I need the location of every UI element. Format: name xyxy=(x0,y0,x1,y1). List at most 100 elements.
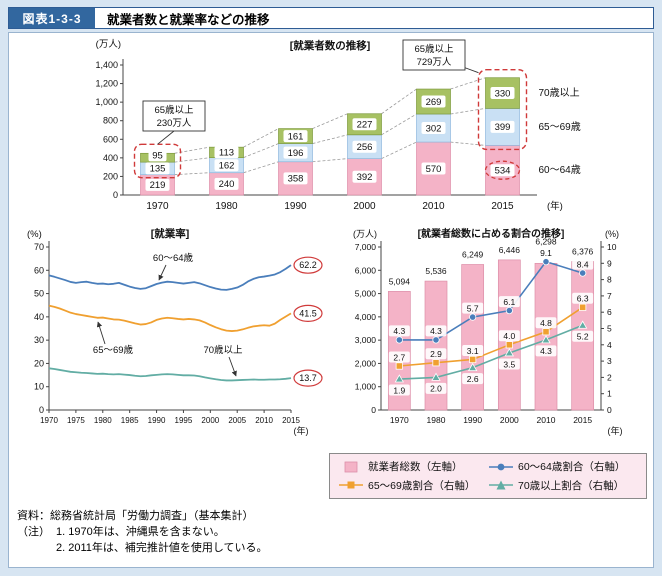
svg-text:2: 2 xyxy=(607,372,612,382)
legend-label: 60～64歳割合（右軸） xyxy=(518,461,626,474)
svg-text:3.5: 3.5 xyxy=(503,359,515,369)
svg-text:70: 70 xyxy=(34,242,44,252)
svg-text:(%): (%) xyxy=(27,229,42,240)
svg-text:196: 196 xyxy=(288,148,304,159)
circle-marker-icon xyxy=(488,461,514,473)
figure-header: 図表1-3-3 就業者数と就業率などの推移 xyxy=(8,7,654,29)
svg-text:534: 534 xyxy=(495,166,511,177)
legend-label: 就業者総数（左軸） xyxy=(368,461,463,474)
svg-text:5.7: 5.7 xyxy=(467,303,479,313)
svg-text:219: 219 xyxy=(150,180,166,191)
svg-text:4.3: 4.3 xyxy=(430,326,442,336)
svg-text:1970: 1970 xyxy=(146,201,169,212)
svg-text:6,000: 6,000 xyxy=(355,265,377,275)
svg-text:[就業率]: [就業率] xyxy=(151,227,190,240)
figure-panel: [就業者数の推移] (万人) 0 200 400 600 800 1,000 1,200 1,40… xyxy=(8,32,654,568)
svg-text:9: 9 xyxy=(607,258,612,268)
svg-text:[就業者総数に占める割合の推移]: [就業者総数に占める割合の推移] xyxy=(418,227,565,240)
svg-text:600: 600 xyxy=(103,134,118,144)
svg-text:5,000: 5,000 xyxy=(355,289,377,299)
svg-text:30: 30 xyxy=(34,335,44,345)
svg-text:1: 1 xyxy=(607,389,612,399)
svg-text:2015: 2015 xyxy=(491,201,514,212)
note-label: （注） xyxy=(17,525,50,538)
svg-text:65～69歳: 65～69歳 xyxy=(93,344,134,356)
svg-text:1975: 1975 xyxy=(67,416,85,425)
svg-text:60: 60 xyxy=(34,265,44,275)
svg-text:230万人: 230万人 xyxy=(157,118,192,129)
svg-text:1985: 1985 xyxy=(121,416,139,425)
legend-label: 70歳以上割合（右軸） xyxy=(518,479,625,492)
legend-item-60-64: 60～64歳割合（右軸） xyxy=(488,459,638,474)
svg-text:2010: 2010 xyxy=(422,201,445,212)
svg-text:2,000: 2,000 xyxy=(355,358,377,368)
svg-text:60～64歳: 60～64歳 xyxy=(539,164,581,176)
svg-text:41.5: 41.5 xyxy=(299,308,317,318)
svg-text:1990: 1990 xyxy=(148,416,166,425)
share-of-total-chart-svg: [就業者総数に占める割合の推移] (万人) (%) 0 1,000 2,000 3,000 4… xyxy=(353,227,623,436)
svg-text:4.3: 4.3 xyxy=(540,346,552,356)
svg-text:2015: 2015 xyxy=(282,416,300,425)
svg-text:8.4: 8.4 xyxy=(577,259,589,269)
svg-text:6,298: 6,298 xyxy=(535,237,557,247)
svg-text:358: 358 xyxy=(288,174,304,185)
employed-count-chart: [就業者数の推移] (万人) 0 200 400 600 800 1,000 1,200 1,40… xyxy=(87,35,652,226)
svg-text:5,536: 5,536 xyxy=(425,266,447,276)
svg-text:2.9: 2.9 xyxy=(430,349,442,359)
svg-text:70歳以上: 70歳以上 xyxy=(539,87,580,99)
figure-notes: 資料：総務省統計局「労働力調査」（基本集計） （注） 1. 1970年は、沖縄県… xyxy=(17,509,268,557)
svg-text:6,446: 6,446 xyxy=(499,245,521,255)
svg-text:3: 3 xyxy=(607,356,612,366)
svg-text:5.2: 5.2 xyxy=(577,332,589,342)
svg-text:113: 113 xyxy=(219,147,234,158)
svg-text:0: 0 xyxy=(607,405,612,415)
legend-item-70plus: 70歳以上割合（右軸） xyxy=(488,478,638,493)
svg-text:0: 0 xyxy=(371,405,376,415)
svg-text:392: 392 xyxy=(357,172,373,183)
svg-text:1980: 1980 xyxy=(427,415,446,425)
svg-text:8: 8 xyxy=(607,275,612,285)
svg-text:62.2: 62.2 xyxy=(299,260,317,270)
svg-text:1,200: 1,200 xyxy=(95,79,118,89)
svg-text:2.7: 2.7 xyxy=(393,352,405,362)
svg-text:1995: 1995 xyxy=(175,416,193,425)
svg-text:2015: 2015 xyxy=(573,415,592,425)
svg-text:6,249: 6,249 xyxy=(462,249,484,259)
svg-text:4,000: 4,000 xyxy=(355,312,377,322)
notes-block: （注） 1. 1970年は、沖縄県を含まない。 2. 2011年は、補完推計値を… xyxy=(17,525,268,557)
svg-text:(年): (年) xyxy=(547,200,563,212)
svg-text:20: 20 xyxy=(34,358,44,368)
svg-text:4.3: 4.3 xyxy=(393,326,405,336)
svg-text:10: 10 xyxy=(607,242,617,252)
legend-item-65-69: 65～69歳割合（右軸） xyxy=(338,478,488,493)
svg-text:5: 5 xyxy=(607,324,612,334)
svg-text:800: 800 xyxy=(103,116,118,126)
svg-text:7,000: 7,000 xyxy=(355,242,377,252)
bar-swatch-icon xyxy=(338,461,364,473)
svg-text:2.6: 2.6 xyxy=(467,374,479,384)
svg-text:0: 0 xyxy=(39,405,44,415)
svg-text:161: 161 xyxy=(288,131,304,142)
svg-text:330: 330 xyxy=(495,88,511,99)
svg-text:1970: 1970 xyxy=(40,416,58,425)
svg-text:6.1: 6.1 xyxy=(503,297,515,307)
svg-text:2000: 2000 xyxy=(201,416,219,425)
svg-text:1,000: 1,000 xyxy=(95,97,118,107)
svg-text:269: 269 xyxy=(426,97,442,108)
svg-text:6: 6 xyxy=(607,307,612,317)
employment-rate-chart: [就業率] (%) 0 10 20 30 40 50 60 70 1970 1975 1980 1985 1… xyxy=(13,225,329,444)
legend-label: 65～69歳割合（右軸） xyxy=(368,479,476,492)
svg-text:570: 570 xyxy=(426,164,442,175)
svg-text:135: 135 xyxy=(150,164,166,175)
note-line: 2. 2011年は、補完推計値を使用している。 xyxy=(56,541,268,554)
svg-text:4.8: 4.8 xyxy=(540,318,552,328)
svg-text:1970: 1970 xyxy=(390,415,409,425)
svg-text:0: 0 xyxy=(113,190,118,200)
svg-text:2010: 2010 xyxy=(537,415,556,425)
svg-text:729万人: 729万人 xyxy=(417,57,452,68)
svg-text:162: 162 xyxy=(219,160,235,171)
svg-text:50: 50 xyxy=(34,289,44,299)
svg-text:13.7: 13.7 xyxy=(299,373,317,383)
svg-text:10: 10 xyxy=(34,382,44,392)
svg-text:302: 302 xyxy=(426,123,442,134)
